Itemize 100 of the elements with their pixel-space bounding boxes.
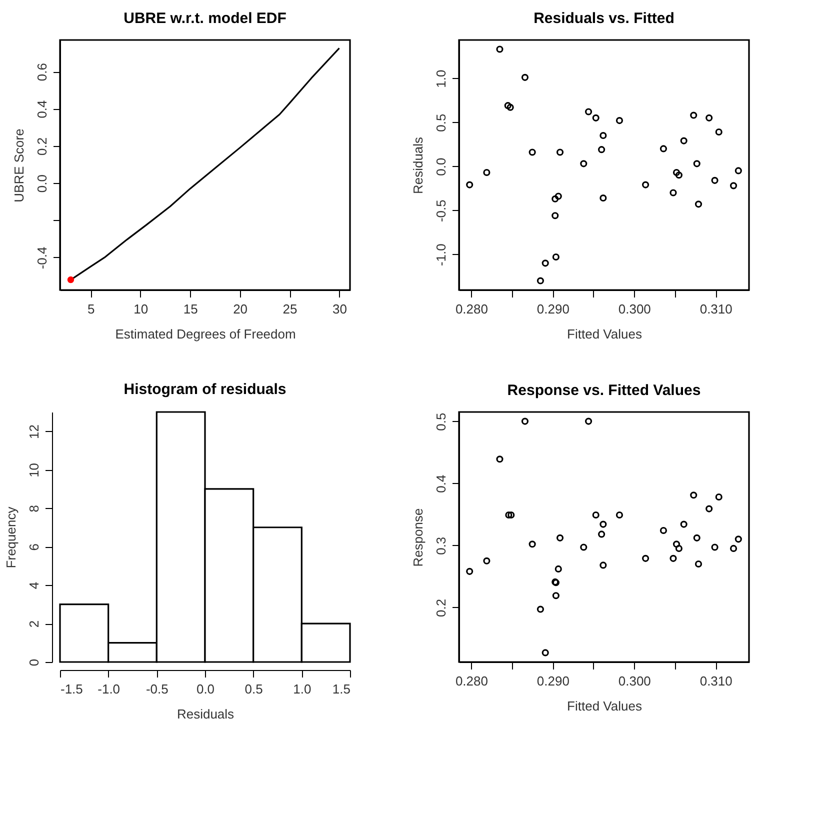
y-tick-label: 0.5 xyxy=(434,412,448,431)
point xyxy=(693,534,700,542)
point xyxy=(660,145,668,152)
point xyxy=(734,167,742,174)
point xyxy=(528,148,536,156)
x-tick-label: 0.5 xyxy=(244,682,263,696)
point xyxy=(556,148,564,156)
x-tick-label: 0.300 xyxy=(618,302,651,316)
x-tick-label: -0.5 xyxy=(146,682,168,696)
point xyxy=(675,172,682,179)
point xyxy=(675,544,682,552)
y-axis-title: Response xyxy=(410,508,426,567)
point xyxy=(660,526,668,534)
point xyxy=(690,112,698,119)
point xyxy=(642,554,650,562)
y-tick-label: 1.0 xyxy=(434,70,448,88)
x-tick-label: -1.5 xyxy=(60,682,83,696)
y-axis-title: Frequency xyxy=(4,506,18,568)
x-tick-label: -1.0 xyxy=(98,682,120,696)
x-tick-label: 1.0 xyxy=(293,682,312,696)
x-tick-label: 15 xyxy=(183,302,198,316)
y-tick-label: 2 xyxy=(26,620,42,628)
x-tick-label: 0.290 xyxy=(536,674,570,688)
point xyxy=(598,146,606,154)
x-tick-label: 0.290 xyxy=(536,302,570,316)
point xyxy=(616,511,624,519)
y-tick-label: -0.4 xyxy=(34,246,50,270)
point xyxy=(556,534,564,542)
point xyxy=(552,195,559,202)
point xyxy=(734,536,742,543)
y-tick-label: 6 xyxy=(26,544,42,551)
x-tick-label: 0.280 xyxy=(455,302,488,316)
y-tick-label: -1.0 xyxy=(434,244,448,266)
point xyxy=(680,520,688,528)
y-axis-title: UBRE Score xyxy=(12,128,26,202)
y-tick-label: 4 xyxy=(26,582,42,590)
point xyxy=(670,189,677,196)
point xyxy=(642,181,650,188)
point xyxy=(552,592,560,600)
point xyxy=(552,253,560,261)
point xyxy=(554,192,562,200)
point xyxy=(730,182,738,190)
point xyxy=(542,260,549,267)
point xyxy=(505,511,512,519)
x-tick-label: 0.310 xyxy=(700,674,732,688)
point xyxy=(508,511,515,519)
point xyxy=(715,128,722,136)
point xyxy=(600,520,607,528)
x-tick-label: 10 xyxy=(134,302,148,316)
point xyxy=(483,168,490,176)
x-tick-label: 0.300 xyxy=(618,674,651,688)
x-tick-label: 0.0 xyxy=(196,682,215,696)
point xyxy=(670,554,677,562)
point xyxy=(680,137,688,144)
chart-title: Residuals vs. Fitted xyxy=(534,10,674,27)
point xyxy=(730,544,738,552)
y-tick-label: 0 xyxy=(26,658,42,666)
point xyxy=(580,544,588,551)
point xyxy=(483,557,490,564)
point xyxy=(711,176,718,184)
point xyxy=(496,456,504,463)
x-axis-title: Fitted Values xyxy=(567,326,642,342)
point xyxy=(506,104,514,111)
point xyxy=(694,560,702,568)
y-tick-label: 0.3 xyxy=(434,536,448,555)
point xyxy=(584,418,592,425)
chart-title: Histogram of residuals xyxy=(124,381,286,398)
point xyxy=(504,102,512,110)
point xyxy=(672,540,680,548)
point xyxy=(466,568,474,575)
point xyxy=(711,544,718,551)
point xyxy=(672,168,680,176)
y-tick-label: 0.0 xyxy=(34,174,50,193)
y-tick-label: 0.2 xyxy=(434,598,448,617)
point xyxy=(706,505,713,512)
point xyxy=(592,114,600,122)
point xyxy=(693,160,700,168)
point xyxy=(466,181,474,188)
x-axis-title: Residuals xyxy=(176,706,235,722)
point xyxy=(600,194,607,202)
x-axis-title: Fitted Values xyxy=(567,698,642,714)
x-tick-label: 0.310 xyxy=(700,302,732,316)
point xyxy=(496,46,504,53)
y-tick-label: 0.5 xyxy=(434,114,448,132)
x-tick-label: 5 xyxy=(88,302,95,316)
point xyxy=(690,492,698,499)
point xyxy=(554,565,562,572)
point xyxy=(580,160,588,168)
x-axis-title: Estimated Degrees of Freedom xyxy=(115,326,296,342)
point xyxy=(715,493,722,501)
point xyxy=(528,540,536,548)
point xyxy=(536,606,544,613)
point xyxy=(600,562,607,569)
chart-title: UBRE w.r.t. model EDF xyxy=(124,10,286,27)
point xyxy=(584,108,592,116)
y-tick-label: 0.0 xyxy=(434,158,448,176)
point xyxy=(542,649,549,656)
point xyxy=(600,132,607,140)
y-tick-label: 0.6 xyxy=(34,63,50,82)
x-tick-label: 30 xyxy=(332,302,347,316)
